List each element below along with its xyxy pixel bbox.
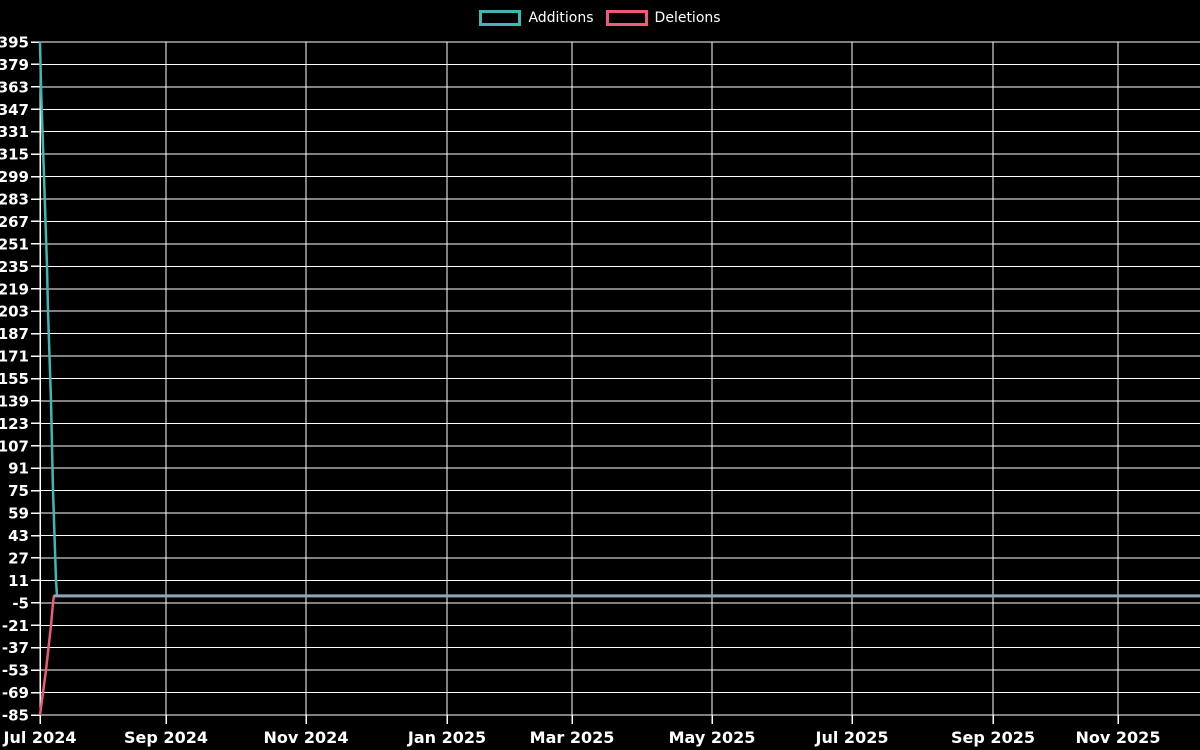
y-tick-label: 107 [0,437,29,455]
y-tick-label: 59 [8,505,29,523]
y-tick-label: 187 [0,325,29,343]
legend-label-additions: Additions [528,10,594,26]
y-tick-label: 283 [0,191,29,209]
y-tick-label: -21 [2,617,29,635]
y-tick-label: 11 [8,572,29,590]
legend-label-deletions: Deletions [654,10,721,26]
x-tick-label: May 2025 [669,728,756,747]
legend-item-deletions[interactable]: Deletions [605,8,721,28]
y-tick-label: 267 [0,213,29,231]
x-tick-label: Jul 2024 [3,728,77,747]
y-tick-label: 123 [0,415,29,433]
x-tick-label: Mar 2025 [530,728,615,747]
y-tick-label: -69 [2,684,29,702]
y-tick-label: 139 [0,392,29,410]
x-tick-label: Sep 2024 [124,728,208,747]
y-tick-label: 171 [0,348,29,366]
deletions-line [38,594,1200,716]
y-tick-label: -37 [2,639,29,657]
x-tick-label: Jul 2025 [815,728,889,747]
y-tick-label: -5 [12,594,29,612]
y-tick-label: 203 [0,303,29,321]
y-tick-label: 395 [0,34,29,52]
y-tick-label: 155 [0,370,29,388]
y-tick-label: 91 [8,460,29,478]
y-tick-label: -53 [2,662,29,680]
y-tick-label: 331 [0,123,29,141]
y-tick-label: 347 [0,101,29,119]
legend-item-additions[interactable]: Additions [479,8,594,28]
x-tick-label: Nov 2025 [1076,728,1161,747]
y-tick-label: -85 [2,707,29,725]
x-tick-label: Sep 2025 [951,728,1035,747]
y-tick-label: 27 [8,549,29,567]
y-tick-label: 75 [8,482,29,500]
y-tick-label: 315 [0,146,29,164]
y-tick-label: 299 [0,168,29,186]
y-tick-label: 219 [0,280,29,298]
y-tick-label: 235 [0,258,29,276]
deletions-swatch-icon [605,10,648,26]
y-tick-label: 43 [8,527,29,545]
chart-legend: Additions Deletions [0,8,1200,28]
x-tick-label: Nov 2024 [264,728,349,747]
x-tick-label: Jan 2025 [407,728,486,747]
additions-line [38,41,1200,598]
y-tick-label: 363 [0,78,29,96]
y-tick-label: 379 [0,56,29,74]
additions-swatch-icon [479,10,522,26]
y-tick-label: 251 [0,235,29,253]
